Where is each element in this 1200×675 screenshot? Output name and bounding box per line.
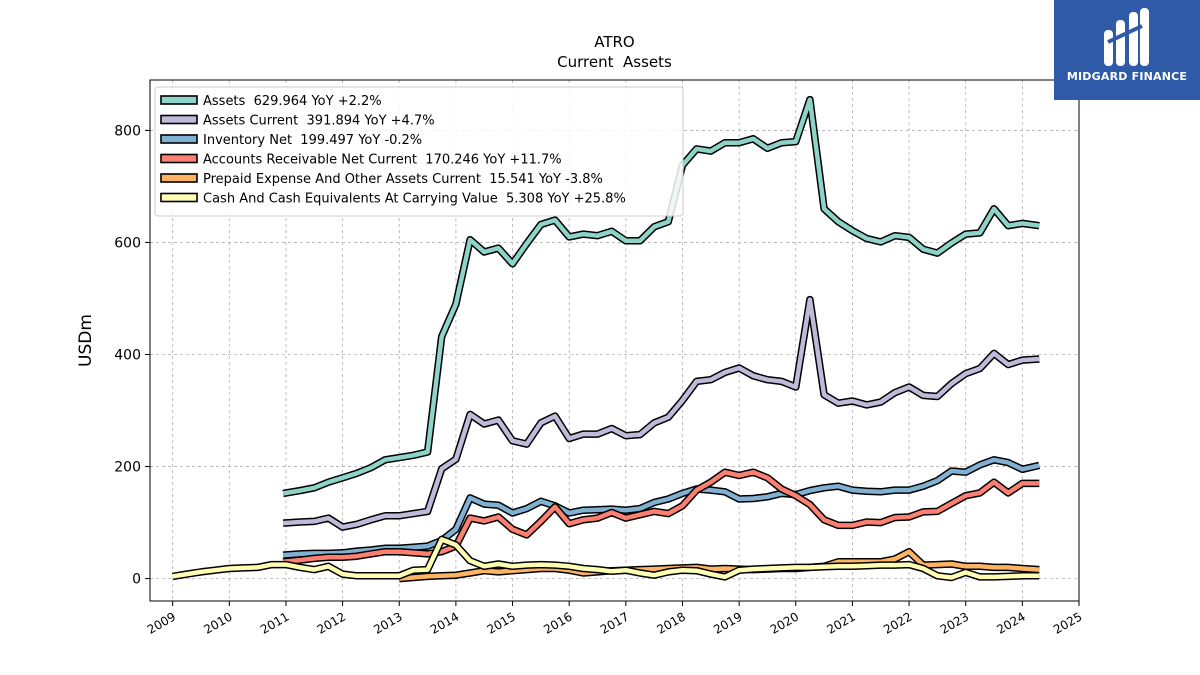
x-tick-label: 2025 <box>1051 609 1084 636</box>
legend-box <box>154 86 684 217</box>
x-tick-label: 2018 <box>655 609 688 636</box>
legend-swatch <box>160 192 198 203</box>
brand-logo: MIDGARD FINANCE <box>1054 0 1200 100</box>
series-line-1 <box>282 297 1040 530</box>
legend-swatch <box>160 95 198 105</box>
legend-swatch <box>160 114 198 125</box>
legend-label: Assets 629.964 YoY +2.2% <box>203 94 382 109</box>
x-tick-label: 2009 <box>145 609 178 636</box>
y-tick-label: 400 <box>114 348 141 364</box>
legend-label: Accounts Receivable Net Current 170.246 … <box>203 153 562 168</box>
x-tick-label: 2016 <box>541 609 574 636</box>
legend-label: Cash And Cash Equivalents At Carrying Va… <box>203 192 626 207</box>
series-line-5 <box>172 537 1040 580</box>
x-tick-label: 2013 <box>371 609 404 636</box>
logo-text: MIDGARD FINANCE <box>1066 70 1188 83</box>
legend-swatch <box>160 134 198 144</box>
chart-subtitle: Current Assets <box>557 53 672 71</box>
x-tick-label: 2011 <box>258 609 291 636</box>
series-line-2 <box>282 457 1040 558</box>
x-tick-label: 2022 <box>881 609 914 636</box>
logo-mark-icon <box>1104 8 1149 66</box>
series-line-4 <box>399 549 1040 581</box>
series-line-3 <box>282 469 1040 565</box>
legend-swatch <box>160 153 198 164</box>
chart-title: ATRO <box>594 33 635 51</box>
x-tick-label: 2020 <box>768 609 801 636</box>
x-tick-label: 2024 <box>994 609 1027 636</box>
y-tick-label: 200 <box>114 460 141 476</box>
series-outline-2 <box>282 456 1041 559</box>
x-tick-label: 2019 <box>711 609 744 636</box>
x-tick-label: 2017 <box>598 609 631 636</box>
legend-label: Prepaid Expense And Other Assets Current… <box>203 172 603 187</box>
x-tick-label: 2012 <box>315 609 348 636</box>
x-tick-label: 2021 <box>824 609 857 636</box>
y-axis-label: USDm <box>76 314 96 367</box>
x-tick-label: 2014 <box>428 609 461 636</box>
y-tick-label: 0 <box>132 572 141 588</box>
plot-frame <box>149 79 1080 602</box>
legend-swatch <box>160 173 198 183</box>
series-line-0 <box>282 97 1040 496</box>
y-tick-label: 600 <box>114 235 141 251</box>
x-tick-label: 2015 <box>485 609 518 636</box>
y-tick-label: 800 <box>114 123 141 139</box>
series-outline-1 <box>282 295 1040 531</box>
x-tick-label: 2023 <box>938 609 971 636</box>
x-tick-label: 2010 <box>201 609 234 636</box>
legend-label: Inventory Net 199.497 YoY -0.2% <box>203 133 422 148</box>
legend-label: Assets Current 391.894 YoY +4.7% <box>203 114 435 129</box>
